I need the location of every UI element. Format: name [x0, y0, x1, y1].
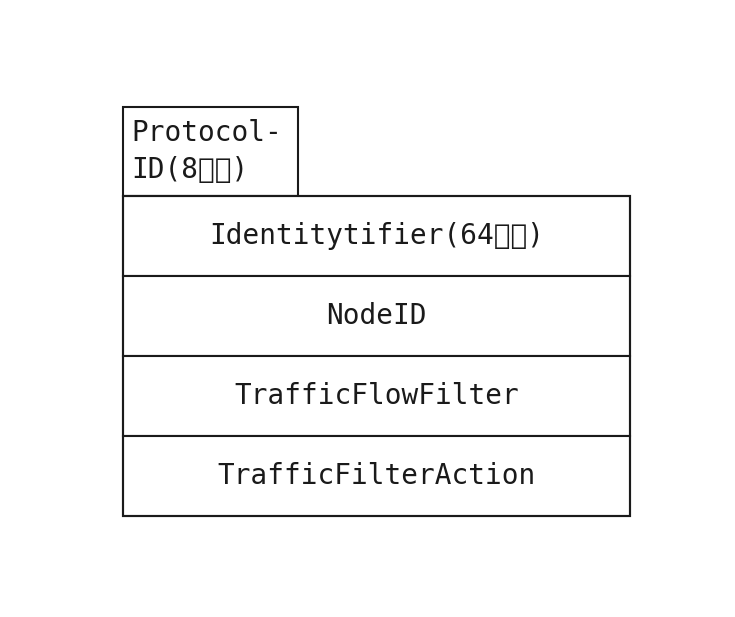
Text: NodeID: NodeID: [326, 302, 427, 330]
Bar: [123, 276, 630, 356]
Bar: [123, 196, 630, 516]
Bar: [123, 356, 630, 436]
Bar: [123, 107, 298, 196]
Text: TrafficFilterAction: TrafficFilterAction: [218, 462, 536, 490]
Text: Identitytifier(64比特): Identitytifier(64比特): [209, 222, 544, 250]
Bar: [123, 196, 630, 276]
Text: Protocol-
ID(8比特): Protocol- ID(8比特): [132, 119, 282, 184]
Text: TrafficFlowFilter: TrafficFlowFilter: [234, 382, 519, 410]
Bar: [123, 436, 630, 516]
